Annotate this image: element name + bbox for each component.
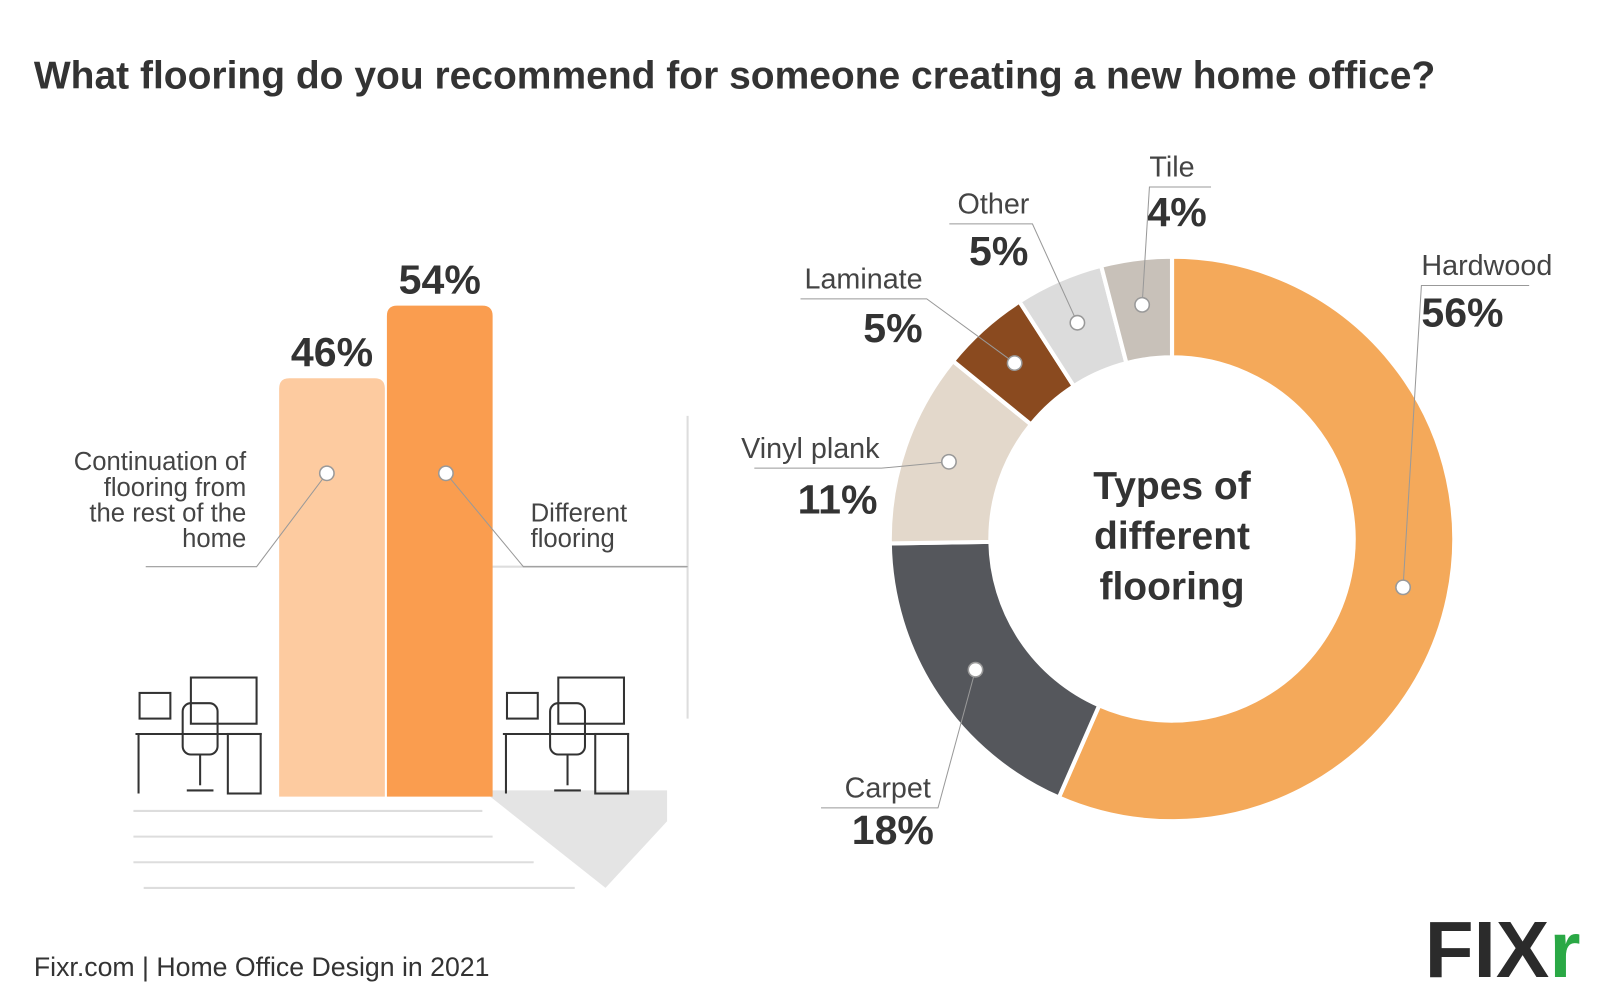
donut-slice xyxy=(1056,254,1457,824)
center-label: Types of different flooring xyxy=(1093,465,1251,609)
category-label: Continuation of flooring from the rest o… xyxy=(73,449,247,554)
leader-line xyxy=(445,472,688,568)
leader-line xyxy=(1141,186,1212,305)
leader-dot xyxy=(940,453,957,470)
value-label: 5% xyxy=(969,228,1028,274)
category-label: Hardwood xyxy=(1421,250,1552,282)
leader-dot xyxy=(1006,355,1023,372)
leader-line xyxy=(800,298,1015,364)
logo: FIXr xyxy=(1425,905,1581,994)
bar xyxy=(279,378,385,797)
value-label: 54% xyxy=(399,256,481,302)
leader-line xyxy=(754,461,949,469)
value-label: 46% xyxy=(291,329,373,375)
leader-line xyxy=(949,223,1078,323)
category-label: Laminate xyxy=(804,264,922,296)
leader-dot xyxy=(1069,314,1086,331)
leader-dot xyxy=(967,661,984,678)
desk-left xyxy=(135,676,262,795)
category-label: Tile xyxy=(1149,152,1194,184)
logo-accent: r xyxy=(1549,905,1580,994)
leader-dot xyxy=(318,465,335,482)
logo-text: FIX xyxy=(1425,905,1550,994)
leader-line xyxy=(1402,284,1530,588)
desk-right xyxy=(502,676,630,795)
leader-line xyxy=(145,472,328,568)
category-label: Vinyl plank xyxy=(741,433,880,465)
title: What flooring do you recommend for someo… xyxy=(34,54,1435,97)
value-label: 5% xyxy=(863,305,922,351)
bar xyxy=(386,305,493,797)
leader-dot xyxy=(437,465,454,482)
value-label: 4% xyxy=(1147,189,1206,235)
center-label-box: Types of different flooring xyxy=(1093,465,1251,609)
category-label: Different flooring xyxy=(530,501,628,554)
carpet-floor xyxy=(482,790,668,888)
category-label-box: Different flooring xyxy=(530,501,628,554)
donut-slice xyxy=(887,539,1102,801)
value-label: 11% xyxy=(798,476,878,522)
category-label-box: Continuation of flooring from the rest o… xyxy=(73,449,247,554)
category-label: Other xyxy=(958,189,1030,221)
value-label: 18% xyxy=(852,807,934,853)
leader-line xyxy=(821,669,976,809)
source: Fixr.com | Home Office Design in 2021 xyxy=(34,952,490,982)
leader-dot xyxy=(1395,579,1412,596)
category-label: Carpet xyxy=(845,773,931,805)
leader-dot xyxy=(1134,296,1151,313)
value-label: 56% xyxy=(1421,290,1503,336)
